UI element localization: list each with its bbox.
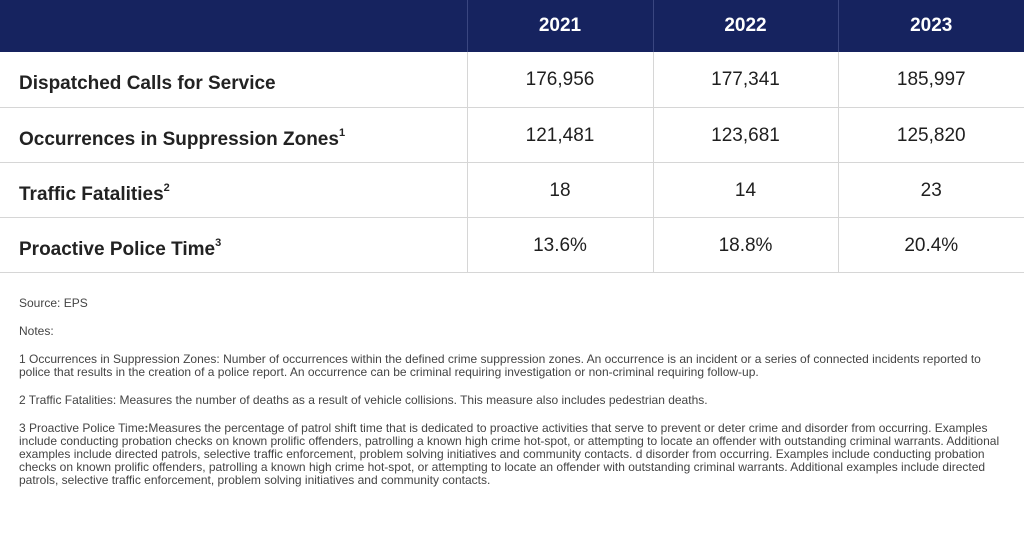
table-cell: 185,997 xyxy=(837,52,1024,107)
footnote-3: 3 Proactive Police Time:Measures the per… xyxy=(19,422,1009,487)
table-row: Occurrences in Suppression Zones1 121,48… xyxy=(0,107,1024,162)
row-footnote-marker: 2 xyxy=(163,181,170,194)
header-row: 2021 2022 2023 xyxy=(0,0,1024,52)
row-footnote-marker: 3 xyxy=(215,236,222,249)
footnote-1: 1 Occurrences in Suppression Zones: Numb… xyxy=(19,352,981,379)
source-line: Source: EPS xyxy=(19,296,88,310)
row-label: Dispatched Calls for Service xyxy=(0,52,467,107)
footnotes: Source: EPS Notes: 1 Occurrences in Supp… xyxy=(19,297,1009,487)
footnote-3-lead: 3 Proactive Police Time xyxy=(19,421,145,435)
row-label: Proactive Police Time3 xyxy=(0,217,467,272)
stats-table: 2021 2022 2023 Dispatched Calls for Serv… xyxy=(0,0,1024,272)
table-cell: 121,481 xyxy=(466,107,653,162)
table-row: Dispatched Calls for Service 176,956 177… xyxy=(0,52,1024,107)
table-row: Traffic Fatalities2 18 14 23 xyxy=(0,162,1024,217)
table-cell: 125,820 xyxy=(837,107,1024,162)
table-cell: 20.4% xyxy=(837,217,1024,272)
footnote-2: 2 Traffic Fatalities: Measures the numbe… xyxy=(19,393,708,407)
row-label: Occurrences in Suppression Zones1 xyxy=(0,107,467,162)
table-cell: 176,956 xyxy=(466,52,653,107)
row-label-text: Proactive Police Time xyxy=(19,238,216,260)
row-label-text: Traffic Fatalities xyxy=(19,183,164,205)
row-label-text: Occurrences in Suppression Zones xyxy=(19,128,339,150)
notes-heading: Notes: xyxy=(19,324,54,338)
column-header-2023: 2023 xyxy=(910,15,953,36)
table-cell: 18.8% xyxy=(652,217,838,272)
footnote-3-text: Measures the percentage of patrol shift … xyxy=(19,421,1000,487)
table-cell: 23 xyxy=(837,162,1024,217)
table-cell: 123,681 xyxy=(652,107,838,162)
column-header-2021: 2021 xyxy=(467,0,654,52)
footnote-3-colon: : xyxy=(144,421,149,435)
table-row: Proactive Police Time3 13.6% 18.8% 20.4% xyxy=(0,217,1024,272)
table-cell: 14 xyxy=(652,162,838,217)
row-footnote-marker: 1 xyxy=(338,126,346,139)
table-cell: 13.6% xyxy=(466,217,653,272)
header-blank-cell xyxy=(0,0,468,52)
row-label: Traffic Fatalities2 xyxy=(0,162,467,217)
column-header-2022: 2022 xyxy=(653,0,839,52)
table-cell: 18 xyxy=(466,162,653,217)
row-label-text: Dispatched Calls for Service xyxy=(19,73,276,94)
table-cell: 177,341 xyxy=(652,52,838,107)
